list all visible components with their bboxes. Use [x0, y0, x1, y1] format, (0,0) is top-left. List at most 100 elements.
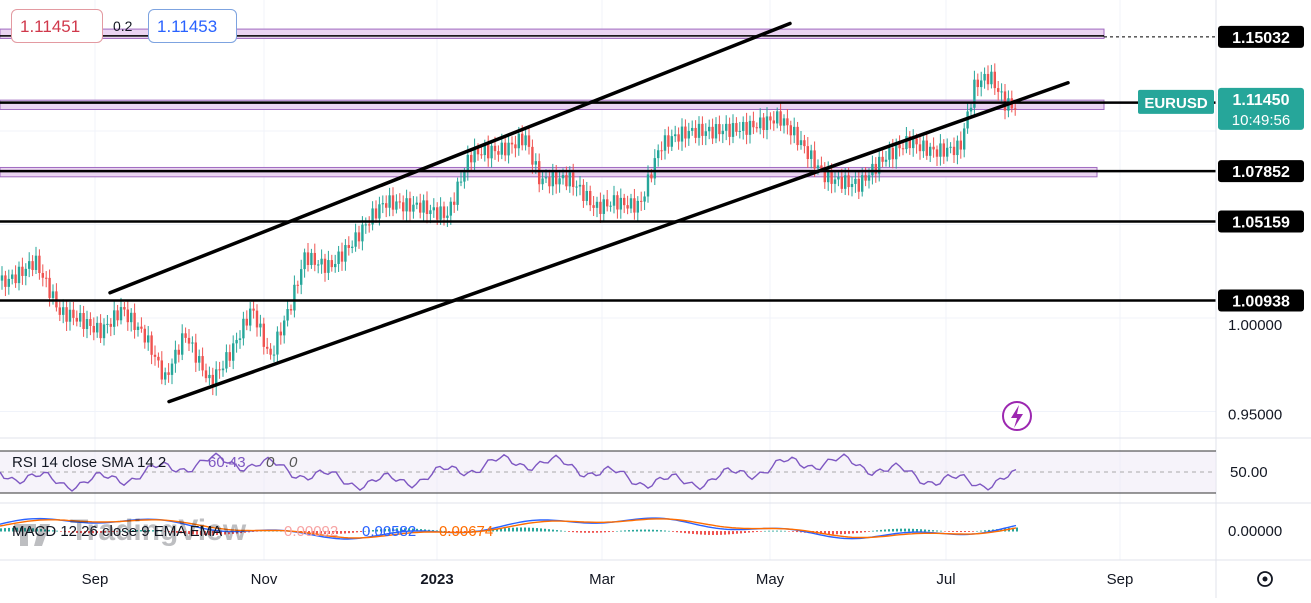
macd-hist-bar — [860, 531, 862, 533]
macd-hist-bar — [504, 528, 506, 532]
candle-body — [266, 346, 269, 349]
candle-body — [31, 261, 34, 270]
candle-body — [432, 207, 435, 211]
candle-body — [541, 178, 544, 185]
candle-body — [725, 123, 728, 131]
macd-hist-bar — [192, 531, 194, 535]
bid-price-box[interactable]: 1.11451 — [11, 9, 103, 43]
macd-hist-bar — [712, 531, 714, 535]
macd-hist-bar — [584, 531, 586, 533]
macd-hist-bar — [56, 530, 58, 532]
candle-body — [820, 165, 823, 169]
macd-hist-bar — [588, 531, 590, 533]
candle-body — [759, 117, 762, 129]
macd-hist-bar — [456, 531, 458, 532]
candle-body — [153, 354, 157, 357]
macd-hist-bar — [72, 531, 74, 533]
level-label: 1.05159 — [1232, 215, 1290, 232]
macd-hist-bar — [540, 528, 542, 532]
macd-hist-bar — [792, 531, 794, 532]
candle-body — [374, 208, 378, 219]
candle-body — [48, 277, 51, 298]
macd-hist-bar — [932, 530, 934, 532]
macd-hist-bar — [624, 530, 626, 532]
candle-body — [395, 201, 398, 210]
macd-hist-bar — [728, 531, 730, 535]
candle-body — [245, 318, 248, 326]
macd-hist-bar — [672, 531, 674, 532]
macd-hist-bar — [944, 531, 946, 532]
candle-body — [691, 127, 694, 131]
candle-body — [310, 252, 313, 266]
candle-body — [878, 156, 881, 174]
candle-body — [623, 197, 626, 206]
candle-body — [704, 131, 707, 136]
candle-body — [1003, 91, 1007, 111]
macd-hist-bar — [1016, 527, 1018, 532]
candle-body — [714, 124, 718, 139]
ask-price-box[interactable]: 1.11453 — [148, 9, 237, 43]
candle-body — [718, 124, 721, 135]
candle-body — [643, 196, 646, 202]
x-tick-label: Nov — [251, 571, 278, 588]
rsi-legend: RSI 14 close SMA 14 2 — [12, 454, 166, 471]
macd-hist-bar — [632, 529, 634, 532]
candle-body — [575, 186, 578, 188]
candle-body — [327, 260, 330, 273]
macd-hist-bar — [324, 531, 326, 534]
candle-body — [497, 151, 500, 155]
candle-body — [922, 140, 925, 152]
macd-hist-value: 0.00092 — [284, 523, 338, 540]
y-tick-label: 0.95000 — [1228, 407, 1282, 424]
watermark: TradingView — [70, 514, 247, 547]
macd-hist-bar — [776, 530, 778, 532]
candle-body — [827, 170, 830, 183]
candle-body — [439, 206, 442, 220]
macd-hist-bar — [440, 530, 442, 532]
x-tick-label: Jul — [936, 571, 955, 588]
candle-body — [126, 309, 129, 323]
macd-hist-bar — [24, 527, 26, 532]
macd-hist-bar — [52, 530, 54, 532]
macd-hist-bar — [528, 527, 530, 532]
macd-hist-bar — [108, 531, 110, 533]
candle-body — [864, 175, 867, 181]
macd-hist-bar — [796, 531, 798, 533]
candle-body — [286, 309, 289, 321]
candle-body — [279, 331, 282, 336]
candle-body — [218, 369, 221, 371]
macd-hist-bar — [60, 531, 62, 532]
candle-body — [436, 207, 439, 220]
candle-body — [201, 356, 204, 371]
candle-body — [422, 200, 425, 213]
candle-body — [956, 140, 959, 156]
macd-hist-bar — [680, 531, 682, 533]
candle-body — [942, 143, 945, 157]
macd-hist-bar — [884, 529, 886, 532]
macd-hist-bar — [984, 530, 986, 532]
macd-hist-bar — [468, 531, 470, 532]
macd-hist-bar — [868, 531, 870, 532]
candle-body — [925, 140, 928, 156]
macd-hist-bar — [28, 528, 30, 532]
macd-hist-bar — [616, 530, 618, 532]
candle-body — [990, 71, 993, 85]
candle-body — [507, 142, 510, 156]
candle-body — [368, 224, 371, 226]
macd-hist-bar — [48, 529, 50, 532]
macd-hist-bar — [688, 531, 690, 534]
macd-hist-bar — [128, 530, 130, 532]
rsi-value: 60.43 — [208, 454, 246, 471]
level-label-bg — [1218, 25, 1304, 48]
macd-hist-bar — [684, 531, 686, 534]
macd-hist-bar — [448, 531, 450, 532]
last-price: 1.11450 — [1233, 92, 1290, 109]
candle-body — [609, 205, 612, 207]
macd-hist-bar — [724, 531, 726, 535]
macd-hist-bar — [980, 530, 982, 532]
candle-body — [640, 200, 643, 202]
macd-hist-bar — [132, 530, 134, 532]
